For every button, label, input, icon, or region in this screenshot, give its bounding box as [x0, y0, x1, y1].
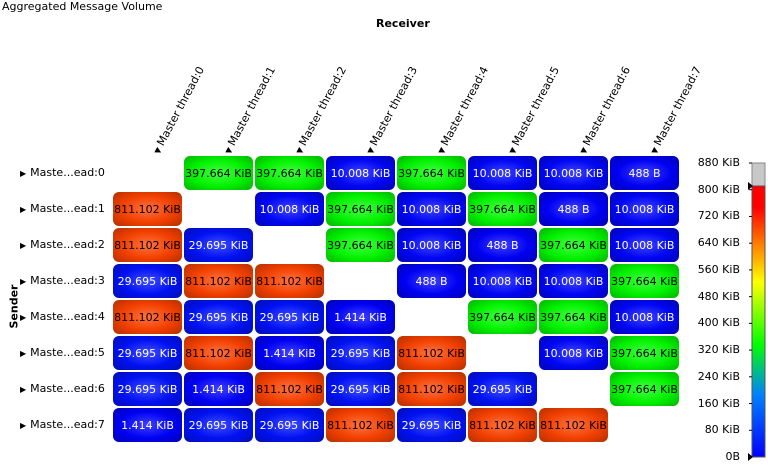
heatmap-cell[interactable]: 811.102 KiB	[326, 408, 395, 442]
heatmap-cell[interactable]: 811.102 KiB	[397, 372, 466, 406]
row-label-text: Maste...ead:6	[30, 382, 105, 395]
row-label-text: Maste...ead:2	[30, 238, 105, 251]
heatmap-cell[interactable]: 29.695 KiB	[326, 336, 395, 370]
heatmap-cell[interactable]: 397.664 KiB	[468, 300, 537, 334]
row-label: ▶ Maste...ead:3	[20, 274, 105, 287]
caret-right-icon[interactable]: ▶	[20, 421, 27, 430]
heatmap-cell[interactable]: 1.414 KiB	[184, 372, 253, 406]
legend-tick-label: 400 KiB	[697, 316, 740, 330]
legend-tick-label: 0B	[725, 450, 740, 463]
heatmap-cell[interactable]: 29.695 KiB	[468, 372, 537, 406]
heatmap-cell[interactable]: 811.102 KiB	[184, 336, 253, 370]
caret-right-icon[interactable]: ▶	[20, 313, 27, 322]
row-label: ▶ Maste...ead:6	[20, 382, 105, 395]
heatmap-cell[interactable]: 397.664 KiB	[610, 264, 679, 298]
heatmap-cell[interactable]: 10.008 KiB	[397, 192, 466, 226]
heatmap-cell[interactable]: 29.695 KiB	[184, 300, 253, 334]
caret-right-icon[interactable]: ▶	[20, 385, 27, 394]
heatmap-cell[interactable]: 488 B	[610, 156, 679, 190]
legend-tick-label: 800 KiB	[697, 182, 740, 196]
heatmap-cell[interactable]: 811.102 KiB	[255, 372, 324, 406]
heatmap-cell[interactable]: 811.102 KiB	[539, 408, 608, 442]
heatmap-cell[interactable]: 397.664 KiB	[539, 228, 608, 262]
heatmap-cell[interactable]: 811.102 KiB	[255, 264, 324, 298]
heatmap-cell[interactable]: 811.102 KiB	[468, 408, 537, 442]
legend-tick-label: 720 KiB	[697, 209, 740, 223]
row-label-text: Maste...ead:4	[30, 310, 105, 323]
heatmap-cell[interactable]: 10.008 KiB	[468, 264, 537, 298]
caret-right-icon[interactable]: ▶	[20, 169, 27, 178]
heatmap-cell[interactable]: 397.664 KiB	[397, 156, 466, 190]
receiver-axis-title: Receiver	[376, 17, 430, 30]
row-label: ▶ Maste...ead:0	[20, 166, 105, 179]
heatmap-cell[interactable]: 29.695 KiB	[255, 408, 324, 442]
legend-unused-range	[751, 162, 766, 187]
caret-right-icon[interactable]: ▶	[20, 277, 27, 286]
heatmap-cell[interactable]: 10.008 KiB	[610, 192, 679, 226]
heatmap-cell[interactable]: 811.102 KiB	[113, 228, 182, 262]
legend-tick-label: 880 KiB	[697, 156, 740, 169]
row-label-text: Maste...ead:0	[30, 166, 105, 179]
heatmap-cell[interactable]: 1.414 KiB	[255, 336, 324, 370]
heatmap-cell[interactable]: 397.664 KiB	[539, 300, 608, 334]
heatmap-cell[interactable]: 10.008 KiB	[397, 228, 466, 262]
heatmap-cell[interactable]: 811.102 KiB	[113, 300, 182, 334]
heatmap-cell[interactable]: 1.414 KiB	[326, 300, 395, 334]
heatmap-cell[interactable]: 10.008 KiB	[468, 156, 537, 190]
heatmap-cell[interactable]: 10.008 KiB	[539, 336, 608, 370]
row-label: ▶ Maste...ead:4	[20, 310, 105, 323]
heatmap-cell[interactable]: 811.102 KiB	[113, 192, 182, 226]
heatmap-cell[interactable]: 397.664 KiB	[610, 372, 679, 406]
heatmap-cell[interactable]: 1.414 KiB	[113, 408, 182, 442]
caret-right-icon[interactable]: ▶	[20, 241, 27, 250]
heatmap-cell[interactable]: 10.008 KiB	[610, 300, 679, 334]
row-label-text: Maste...ead:5	[30, 346, 105, 359]
legend-color-bar	[751, 185, 766, 458]
heatmap-cell[interactable]: 488 B	[468, 228, 537, 262]
legend-tick-label: 640 KiB	[697, 236, 740, 250]
row-label: ▶ Maste...ead:7	[20, 418, 105, 431]
row-label-text: Maste...ead:1	[30, 202, 105, 215]
heatmap-cell[interactable]: 397.664 KiB	[610, 336, 679, 370]
heatmap-cell[interactable]: 29.695 KiB	[113, 372, 182, 406]
heatmap-cell[interactable]: 10.008 KiB	[326, 156, 395, 190]
row-label-text: Maste...ead:7	[30, 418, 105, 431]
legend-tick-label: 320 KiB	[697, 343, 740, 357]
heatmap-cell[interactable]: 29.695 KiB	[113, 264, 182, 298]
caret-right-icon[interactable]: ▶	[20, 349, 27, 358]
heatmap-cell[interactable]: 397.664 KiB	[326, 192, 395, 226]
legend-max-handle[interactable]	[748, 182, 753, 191]
heatmap-cell[interactable]: 488 B	[397, 264, 466, 298]
legend-tick-label: 240 KiB	[697, 369, 740, 383]
heatmap-cell[interactable]: 397.664 KiB	[468, 192, 537, 226]
heatmap-cell[interactable]: 29.695 KiB	[184, 408, 253, 442]
heatmap-cell[interactable]: 397.664 KiB	[326, 228, 395, 262]
heatmap-cell[interactable]: 397.664 KiB	[184, 156, 253, 190]
heatmap-cell[interactable]: 10.008 KiB	[539, 264, 608, 298]
heatmap-cell[interactable]: 811.102 KiB	[184, 264, 253, 298]
heatmap-cell[interactable]: 811.102 KiB	[397, 336, 466, 370]
row-label-text: Maste...ead:3	[30, 274, 105, 287]
caret-right-icon[interactable]: ▶	[20, 205, 27, 214]
legend-tick-label: 560 KiB	[697, 262, 740, 276]
row-label: ▶ Maste...ead:2	[20, 238, 105, 251]
heatmap-cell[interactable]: 10.008 KiB	[610, 228, 679, 262]
legend-tick-label: 80 KiB	[704, 423, 740, 437]
heatmap-cell[interactable]: 29.695 KiB	[255, 300, 324, 334]
heatmap-cell[interactable]: 10.008 KiB	[539, 156, 608, 190]
heatmap-cell[interactable]: 397.664 KiB	[255, 156, 324, 190]
legend-tick-label: 480 KiB	[697, 289, 740, 303]
row-label: ▶ Maste...ead:5	[20, 346, 105, 359]
legend-tick-label: 160 KiB	[697, 396, 740, 410]
heatmap-cell[interactable]: 29.695 KiB	[326, 372, 395, 406]
heatmap-cell[interactable]: 29.695 KiB	[184, 228, 253, 262]
heatmap-cell[interactable]: 29.695 KiB	[113, 336, 182, 370]
heatmap-cell[interactable]: 488 B	[539, 192, 608, 226]
row-label: ▶ Maste...ead:1	[20, 202, 105, 215]
heatmap-cell[interactable]: 29.695 KiB	[397, 408, 466, 442]
heatmap-cell[interactable]: 10.008 KiB	[255, 192, 324, 226]
chart-title: Aggregated Message Volume	[2, 0, 163, 13]
